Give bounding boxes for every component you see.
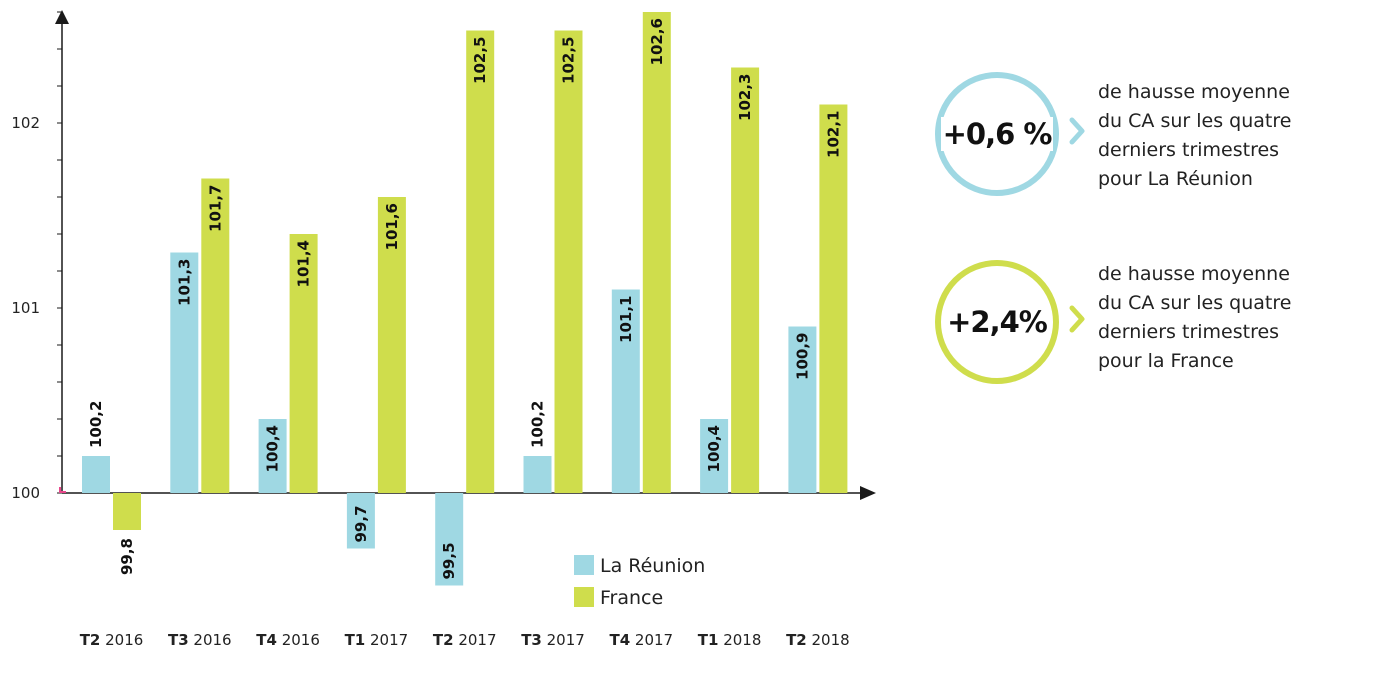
bar-france (554, 30, 583, 493)
legend-swatch (574, 555, 594, 575)
y-tick-label: 102 (11, 114, 40, 132)
bar-value-label: 99,5 (440, 542, 458, 579)
bar-reunion (435, 493, 464, 586)
chevron-right-icon (1069, 117, 1085, 145)
quarter-label: T2 (433, 631, 454, 649)
y-tick-label: 101 (11, 299, 40, 317)
x-category-label: T1 2017 (345, 631, 409, 649)
x-category-label: T2 2018 (786, 631, 850, 649)
origin-mark (59, 487, 66, 493)
quarter-label: T4 (609, 631, 630, 649)
stat-reunion-ring: +0,6 % (935, 72, 1059, 196)
year-label: 2018 (718, 631, 761, 649)
quarter-label: T2 (80, 631, 101, 649)
bar-value-label: 102,3 (736, 74, 754, 121)
stat-france-ring: +2,4% (935, 260, 1059, 384)
quarter-label: T3 (168, 631, 189, 649)
bar-france (731, 67, 760, 493)
bar-value-label: 100,2 (529, 401, 547, 448)
bar-value-label: 101,4 (295, 240, 313, 287)
bar-chart: 100 101 102 100,2 99,8 101,3 101,7 100,4 101,4 9… (11, 10, 876, 649)
bar-value-label: 102,5 (471, 37, 489, 84)
year-label: 2017 (542, 631, 585, 649)
bar-value-label: 102,1 (824, 111, 842, 158)
stat-france-value: +2,4% (945, 305, 1049, 339)
x-category-label: T3 2017 (521, 631, 585, 649)
bar-value-label: 101,1 (617, 296, 635, 343)
legend-label: France (600, 587, 663, 609)
bar-reunion (258, 419, 287, 493)
stat-reunion-value: +0,6 % (940, 117, 1054, 151)
bar-france (377, 197, 406, 493)
bar-reunion (700, 419, 729, 493)
quarter-label: T2 (786, 631, 807, 649)
quarter-label: T1 (345, 631, 366, 649)
bar-value-label: 100,9 (793, 333, 811, 380)
x-category-label: T2 2017 (433, 631, 497, 649)
bar-france (819, 104, 848, 493)
x-category-label: T2 2016 (80, 631, 144, 649)
year-label: 2018 (807, 631, 850, 649)
stat-france-text: de hausse moyenne du CA sur les quatre d… (1098, 263, 1292, 372)
year-label: 2017 (630, 631, 673, 649)
x-category-label: T1 2018 (698, 631, 762, 649)
y-axis-arrow (55, 10, 69, 24)
bar-value-label: 102,5 (560, 37, 578, 84)
bar-value-label: 101,3 (175, 259, 193, 306)
x-category-label: T4 2017 (609, 631, 673, 649)
x-category-label: T3 2016 (168, 631, 232, 649)
quarter-label: T4 (256, 631, 277, 649)
bar-france (466, 30, 495, 493)
bar-reunion (170, 252, 199, 493)
bar-value-label: 102,6 (648, 18, 666, 65)
bar-france (201, 178, 230, 493)
bar-value-label: 100,4 (264, 425, 282, 472)
year-label: 2017 (365, 631, 408, 649)
legend-label: La Réunion (600, 555, 705, 577)
bar-reunion (788, 326, 817, 493)
bar-value-label: 99,8 (118, 538, 136, 575)
quarter-label: T1 (698, 631, 719, 649)
bar-value-label: 100,2 (87, 401, 105, 448)
year-label: 2016 (277, 631, 320, 649)
bar-france (642, 12, 671, 493)
stat-france: +2,4% de hausse moyenne du CA sur les qu… (935, 260, 1365, 410)
bar-reunion (523, 456, 552, 493)
legend-swatch (574, 587, 594, 607)
bar-france (289, 234, 318, 493)
stat-reunion-text: de hausse moyenne du CA sur les quatre d… (1098, 81, 1292, 190)
x-axis-arrow (860, 486, 876, 500)
year-label: 2017 (454, 631, 497, 649)
bar-reunion (611, 289, 640, 493)
year-label: 2016 (189, 631, 232, 649)
bar-reunion (82, 456, 110, 493)
bar-value-label: 101,7 (206, 185, 224, 232)
chart-bars: 100,2 99,8 101,3 101,7 100,4 101,4 99,7 101,6 99… (82, 12, 848, 586)
year-label: 2016 (100, 631, 143, 649)
quarter-label: T3 (521, 631, 542, 649)
stat-reunion: +0,6 % de hausse moyenne du CA sur les q… (935, 72, 1365, 222)
chart-legend: La Réunion France (574, 555, 705, 609)
chevron-right-icon (1069, 305, 1085, 333)
bar-value-label: 101,6 (383, 203, 401, 250)
bar-value-label: 99,7 (352, 505, 370, 542)
bar-value-label: 100,4 (705, 425, 723, 472)
x-category-label: T4 2016 (256, 631, 320, 649)
bar-reunion (346, 493, 375, 549)
category-labels: T2 2016 T3 2016 T4 2016 T1 2017 T2 2017 T3 20… (80, 631, 850, 649)
y-tick-label: 100 (11, 484, 40, 502)
bar-france (113, 493, 141, 530)
